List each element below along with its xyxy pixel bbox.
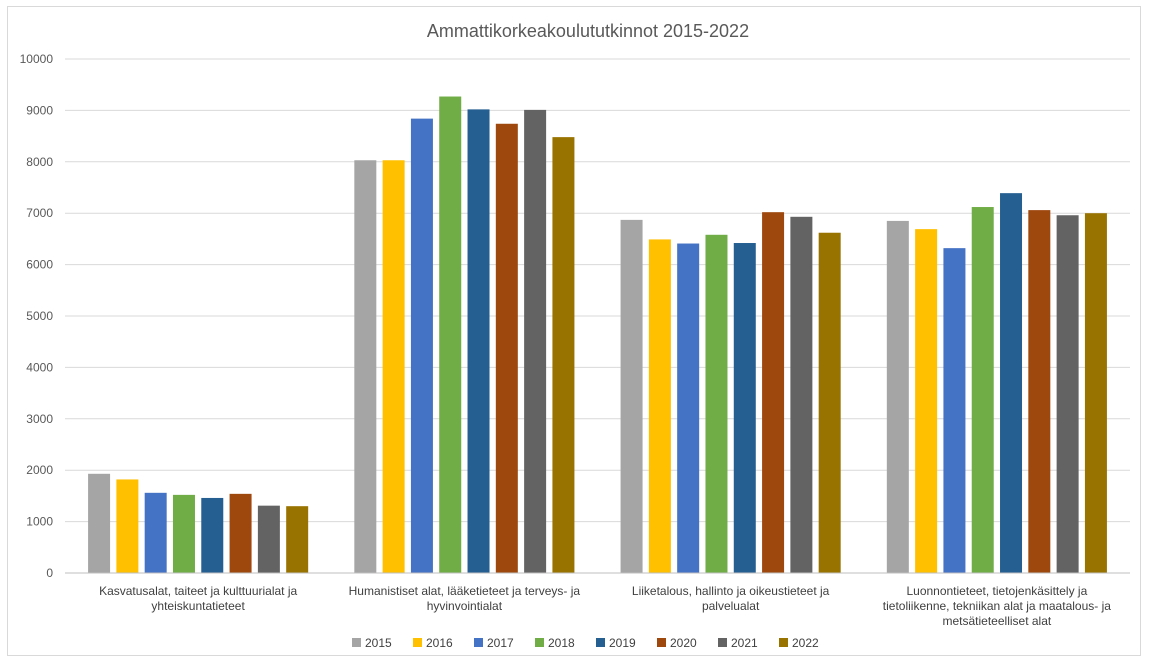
bar-2015 <box>354 160 377 573</box>
legend-swatch-2022 <box>779 638 788 647</box>
legend: 2015 2016 2017 2018 2019 2020 2021 2022 <box>352 636 819 650</box>
y-tick-label: 2000 <box>26 463 53 477</box>
x-axis-labels: Kasvatusalat, taiteet ja kulttuurialat j… <box>99 584 1111 628</box>
legend-label: 2015 <box>365 636 392 650</box>
bar-2019 <box>201 497 224 573</box>
chart-title: Ammattikorkeakoulututkinnot 2015-2022 <box>427 21 749 41</box>
bar-2015 <box>88 473 111 573</box>
bar-2017 <box>144 492 167 573</box>
y-tick-label: 5000 <box>26 309 53 323</box>
y-tick-label: 9000 <box>26 103 53 117</box>
bar-2020 <box>1028 210 1051 573</box>
bar-2022 <box>1084 213 1107 573</box>
chart-border <box>7 6 1141 656</box>
y-tick-label: 1000 <box>26 515 53 529</box>
x-tick-label: Humanistiset alat, lääketieteet ja terve… <box>349 584 581 613</box>
bar-2018 <box>439 96 462 573</box>
legend-swatch-2019 <box>596 638 605 647</box>
legend-swatch-2017 <box>474 638 483 647</box>
legend-swatch-2018 <box>535 638 544 647</box>
y-tick-label: 10000 <box>20 52 54 66</box>
bar-2019 <box>1000 193 1023 574</box>
bar-2016 <box>915 229 938 573</box>
bar-2018 <box>172 494 195 573</box>
bars <box>88 96 1107 574</box>
bar-2016 <box>116 479 139 573</box>
y-tick-label: 4000 <box>26 360 53 374</box>
legend-swatch-2016 <box>413 638 422 647</box>
x-tick-label: Kasvatusalat, taiteet ja kulttuurialat j… <box>99 584 297 613</box>
y-tick-label: 3000 <box>26 412 53 426</box>
gridlines <box>65 58 1130 523</box>
bar-2019 <box>733 243 756 573</box>
legend-label: 2016 <box>426 636 453 650</box>
bar-2022 <box>552 137 575 574</box>
y-tick-label: 0 <box>46 566 53 580</box>
bar-2018 <box>971 207 994 574</box>
bar-2021 <box>790 216 813 573</box>
bar-2021 <box>1056 215 1079 574</box>
bar-2021 <box>257 505 280 573</box>
legend-swatch-2021 <box>718 638 727 647</box>
y-axis-ticks: 0 1000 2000 3000 4000 5000 6000 7000 8000 9000 100… <box>20 52 54 580</box>
bar-2018 <box>705 234 728 573</box>
bar-2017 <box>943 248 966 574</box>
y-tick-label: 6000 <box>26 258 53 272</box>
legend-label: 2021 <box>731 636 758 650</box>
bar-2015 <box>620 219 643 573</box>
bar-2020 <box>762 212 785 573</box>
bar-2022 <box>286 506 309 573</box>
bar-2016 <box>648 239 671 573</box>
bar-2019 <box>467 109 490 573</box>
x-tick-label: Luonnontieteet, tietojenkäsittely ja tiet… <box>883 584 1111 628</box>
legend-label: 2017 <box>487 636 514 650</box>
legend-label: 2022 <box>792 636 819 650</box>
legend-swatch-2015 <box>352 638 361 647</box>
bar-2017 <box>410 118 433 574</box>
bar-2020 <box>229 493 252 573</box>
bar-2017 <box>677 243 700 573</box>
bar-2022 <box>818 232 841 573</box>
bar-2021 <box>524 109 547 574</box>
legend-swatch-2020 <box>657 638 666 647</box>
legend-label: 2020 <box>670 636 697 650</box>
legend-label: 2018 <box>548 636 575 650</box>
bar-2016 <box>382 160 405 573</box>
legend-label: 2019 <box>609 636 636 650</box>
y-tick-label: 8000 <box>26 155 53 169</box>
bar-2020 <box>495 123 518 573</box>
y-tick-label: 7000 <box>26 206 53 220</box>
bar-2015 <box>886 220 909 573</box>
x-tick-label: Liiketalous, hallinto ja oikeustieteet j… <box>632 584 830 613</box>
